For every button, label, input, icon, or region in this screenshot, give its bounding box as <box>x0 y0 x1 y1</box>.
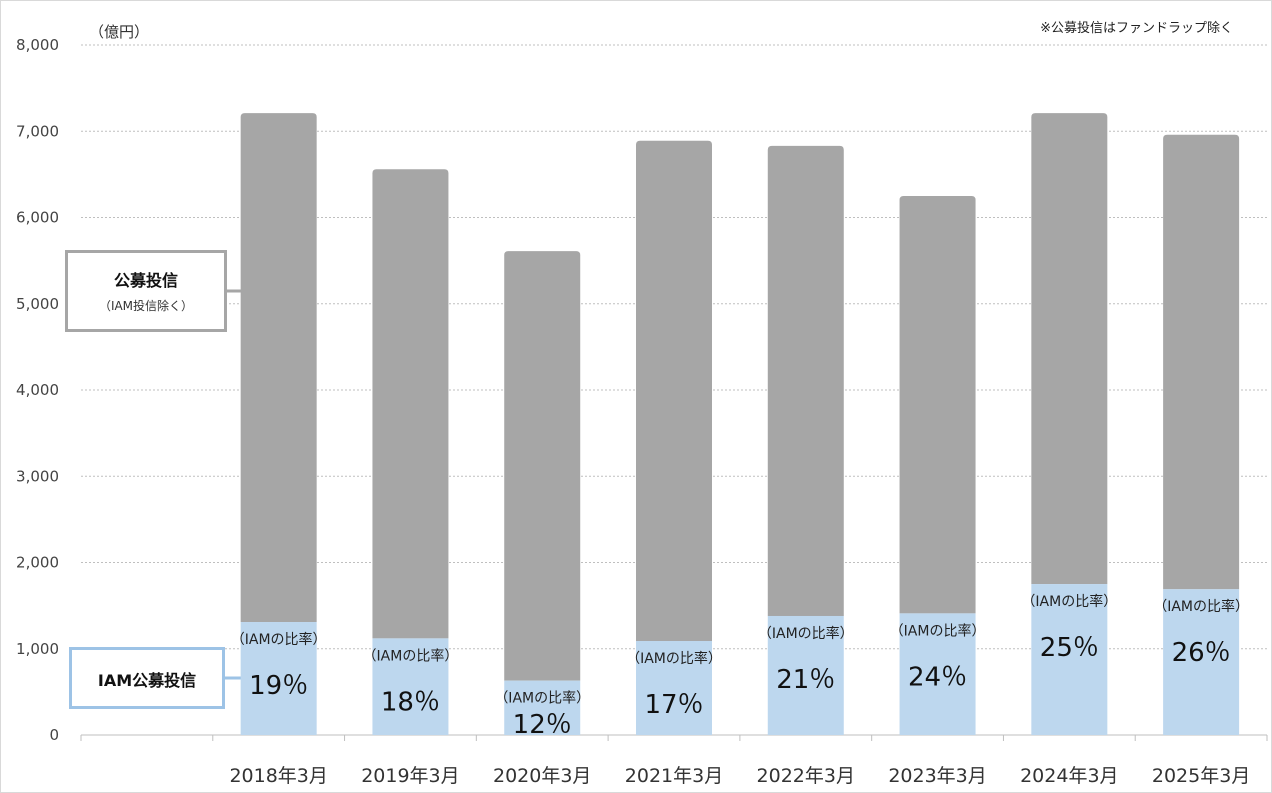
x-tick-label: 2019年3月 <box>361 765 459 787</box>
y-tick-label: 5,000 <box>16 295 59 313</box>
ratio-value: 25％ <box>1040 633 1099 663</box>
bar-other-funds <box>636 140 712 641</box>
bar-iam-funds <box>1031 584 1108 735</box>
legend-other-subtitle: （IAM投信除く） <box>98 299 194 313</box>
ratio-label: （IAMの比率） <box>1021 593 1117 610</box>
ratio-value: 19％ <box>249 671 308 701</box>
ratio-value: 24％ <box>908 662 967 692</box>
bar-other-funds <box>1163 134 1240 590</box>
x-tick-label: 2022年3月 <box>757 765 855 787</box>
bar-other-funds <box>767 145 844 616</box>
y-tick-label: 6,000 <box>16 209 59 227</box>
ratio-value: 12％ <box>513 710 572 740</box>
bar-other-funds <box>372 169 449 639</box>
y-tick-label: 1,000 <box>16 640 59 658</box>
ratio-value: 17％ <box>644 690 703 720</box>
ratio-label: （IAMの比率） <box>363 647 459 664</box>
y-tick-label: 4,000 <box>16 381 59 399</box>
x-tick-label: 2021年3月 <box>625 765 723 787</box>
bar-iam-funds <box>504 680 581 735</box>
ratio-label: （IAMの比率） <box>626 650 722 667</box>
bar-other-funds <box>504 251 581 681</box>
ratio-label: （IAMの比率） <box>1153 598 1249 615</box>
ratio-value: 18％ <box>381 687 440 717</box>
bar-other-funds <box>1031 113 1108 585</box>
x-tick-label: 2020年3月 <box>493 765 591 787</box>
bar-iam-funds <box>636 640 712 735</box>
bar-iam-funds <box>372 638 449 735</box>
y-tick-label: 8,000 <box>16 36 59 54</box>
bar-other-funds <box>240 113 317 623</box>
y-tick-label: 3,000 <box>16 467 59 485</box>
bar-iam-funds <box>899 613 976 735</box>
x-tick-label: 2024年3月 <box>1020 765 1118 787</box>
legend-iam-funds: IAM公募投信 <box>69 647 225 709</box>
ratio-value: 21％ <box>776 665 835 695</box>
bar-iam-funds <box>240 622 317 735</box>
bar-iam-funds <box>767 615 844 735</box>
x-tick-label: 2023年3月 <box>888 765 986 787</box>
x-tick-label: 2018年3月 <box>229 765 327 787</box>
y-tick-label: 7,000 <box>16 122 59 140</box>
bar-iam-funds <box>1163 589 1240 735</box>
ratio-label: （IAMの比率） <box>890 622 986 639</box>
y-axis-unit: （億円） <box>89 23 150 41</box>
bar-other-funds <box>899 195 976 614</box>
ratio-value: 26％ <box>1172 638 1231 668</box>
ratio-label: （IAMの比率） <box>758 625 854 642</box>
legend-other-funds: 公募投信 （IAM投信除く） <box>65 250 227 332</box>
x-tick-label: 2025年3月 <box>1152 765 1250 787</box>
legend-other-title: 公募投信 <box>113 271 178 290</box>
ratio-label: （IAMの比率） <box>494 690 590 707</box>
y-tick-label: 2,000 <box>16 554 59 572</box>
ratio-label: （IAMの比率） <box>231 631 327 648</box>
y-tick-label: 0 <box>49 726 59 744</box>
legend-iam-title: IAM公募投信 <box>97 671 197 690</box>
footnote: ※公募投信はファンドラップ除く <box>1040 21 1233 36</box>
